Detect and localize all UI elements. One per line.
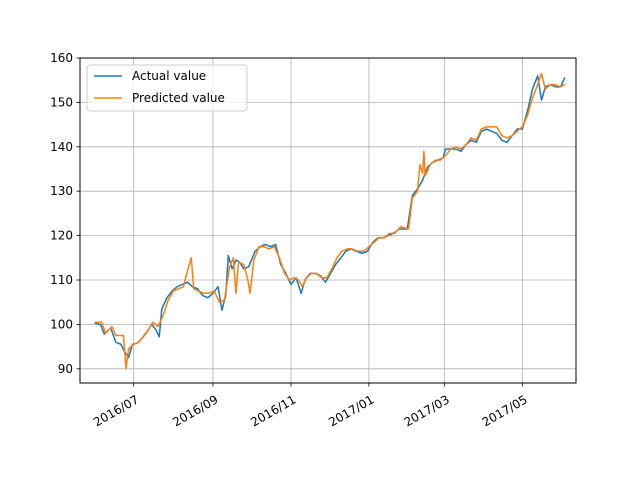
y-tick-label: 150 (50, 95, 73, 109)
series-line-0 (94, 75, 566, 359)
plot-area: 2016/07 2016/09 2016/11 2017/01 2017/03 2017/… (50, 51, 577, 429)
axes-background (80, 58, 576, 383)
y-tick-label: 120 (50, 229, 73, 243)
series-line-1 (94, 72, 566, 370)
y-tick-label: 160 (50, 51, 73, 65)
legend: Actual value Predicted value (86, 64, 248, 112)
y-tick-label: 140 (50, 140, 73, 154)
legend-entries: Actual value Predicted value (94, 69, 225, 105)
axes-frame (79, 57, 577, 384)
y-tick-label: 130 (50, 184, 73, 198)
series-layer (94, 72, 566, 370)
y-axis: 90 100 110 120 130 140 150 160 (50, 51, 80, 376)
legend-box (86, 64, 248, 112)
y-tick-label: 110 (50, 273, 73, 287)
y-tick-label: 100 (50, 317, 73, 331)
legend-label: Predicted value (132, 91, 225, 105)
legend-label: Actual value (132, 69, 206, 83)
y-tick-label: 90 (58, 362, 73, 376)
